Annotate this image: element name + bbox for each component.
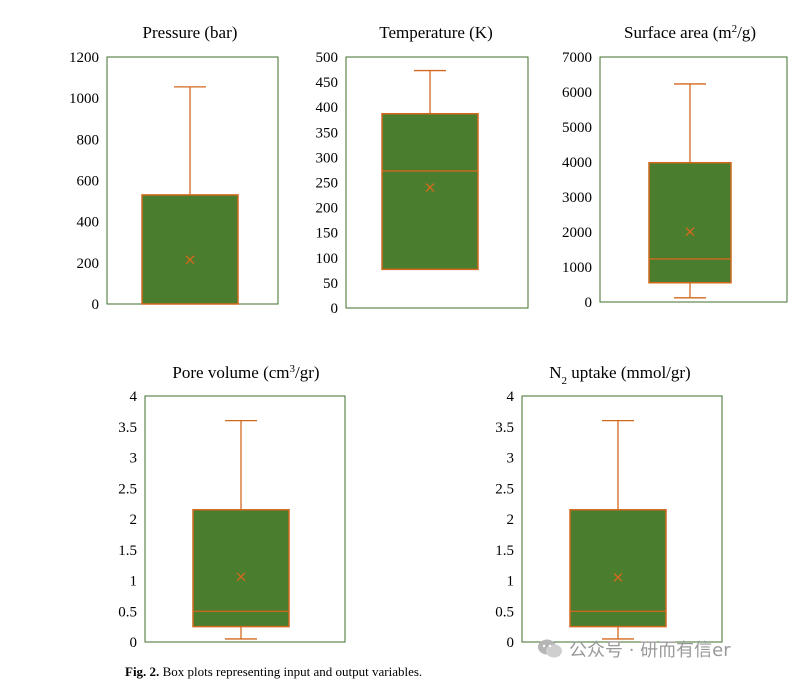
chart-panel-1: Pressure (bar) 0 200 400 600 800 1000 1200	[69, 23, 279, 313]
y-tick-label: 3.5	[495, 420, 514, 436]
y-tick-label: 1200	[69, 50, 99, 66]
chart-title-part: 2	[562, 375, 568, 387]
y-tick-label: 0	[130, 635, 138, 651]
iqr-box	[381, 112, 479, 271]
y-tick-label: 3.5	[118, 420, 137, 436]
y-tick-label: 250	[316, 176, 339, 192]
y-tick-label: 0.5	[118, 604, 137, 620]
y-tick-label: 300	[316, 150, 339, 166]
plot-frame	[345, 56, 529, 309]
y-tick-label: 200	[77, 256, 100, 272]
y-tick-label: 0	[92, 297, 100, 313]
y-tick-label: 1	[130, 574, 138, 590]
mean-marker	[236, 572, 246, 582]
y-tick-label: 2000	[562, 225, 592, 241]
caption-label: Fig. 2.	[125, 664, 160, 679]
y-tick-label: 2	[507, 512, 515, 528]
chart-title-part: uptake (mmol/gr)	[567, 363, 691, 382]
watermark-text: 公众号 · 研而有信er	[569, 640, 731, 661]
y-tick-label: 0	[331, 301, 339, 317]
y-tick-label: 100	[316, 251, 339, 267]
caption-text: Box plots representing input and output …	[162, 664, 423, 679]
y-tick-label: 2.5	[118, 481, 137, 497]
y-tick-label: 2.5	[495, 481, 514, 497]
chart-title: N2 uptake (mmol/gr)	[549, 363, 690, 387]
chart-title: Pressure (bar)	[143, 23, 238, 42]
iqr-box	[192, 509, 290, 628]
chart-title: Pore volume (cm3/gr)	[172, 363, 319, 382]
y-tick-label: 350	[316, 125, 339, 141]
wechat-logo-icon	[538, 639, 562, 658]
mean-marker	[613, 572, 623, 582]
y-tick-label: 5000	[562, 120, 592, 136]
y-tick-label: 3000	[562, 190, 592, 206]
chart-title-part: 2	[732, 23, 738, 35]
chart-title: Surface area (m2/g)	[624, 23, 756, 42]
y-tick-label: 600	[77, 174, 100, 190]
chart-title: Temperature (K)	[379, 23, 493, 42]
watermark: 公众号 · 研而有信er	[537, 636, 731, 662]
chart-title-part: /g)	[737, 23, 756, 42]
chart-title-part: Pore volume (cm	[172, 363, 289, 382]
mean-marker	[185, 255, 195, 265]
y-tick-label: 150	[316, 226, 339, 242]
y-tick-label: 800	[77, 132, 100, 148]
plot-frame	[144, 395, 346, 643]
y-tick-label: 7000	[562, 50, 592, 66]
plot-frame	[599, 56, 788, 303]
mean-marker	[685, 227, 695, 237]
y-tick-label: 200	[316, 201, 339, 217]
y-tick-label: 0	[585, 295, 593, 311]
y-tick-label: 1.5	[118, 543, 137, 559]
y-tick-label: 6000	[562, 85, 592, 101]
y-tick-label: 2	[130, 512, 138, 528]
iqr-box	[569, 509, 667, 628]
y-tick-label: 0	[507, 635, 515, 651]
iqr-box	[141, 194, 239, 305]
y-tick-label: 3	[507, 451, 515, 467]
figure-caption: Fig. 2. Box plots representing input and…	[125, 664, 422, 680]
y-tick-label: 4	[507, 389, 515, 405]
chart-panel-5: N2 uptake (mmol/gr)00.511.522.533.54	[495, 363, 723, 651]
y-tick-label: 50	[323, 276, 338, 292]
y-tick-label: 4000	[562, 155, 592, 171]
iqr-box	[648, 161, 732, 284]
y-tick-label: 400	[77, 215, 100, 231]
y-tick-label: 1000	[562, 260, 592, 276]
y-tick-label: 500	[316, 50, 339, 66]
y-tick-label: 4	[130, 389, 138, 405]
chart-title-part: /gr)	[295, 363, 320, 382]
chart-title-part: N	[549, 363, 561, 382]
y-tick-label: 1	[507, 574, 515, 590]
chart-title-part: Temperature (K)	[379, 23, 493, 42]
chart-panel-2: Temperature (K) 0 50 100 150 200 250 300 350 400 4…	[316, 23, 529, 317]
chart-title-part: Pressure (bar)	[143, 23, 238, 42]
y-tick-label: 400	[316, 100, 339, 116]
plot-frame	[521, 395, 723, 643]
y-tick-label: 1.5	[495, 543, 514, 559]
chart-title-part: Surface area (m	[624, 23, 732, 42]
chart-title-part: 3	[290, 363, 296, 375]
y-tick-label: 0.5	[495, 604, 514, 620]
chart-panel-3: Surface area (m2/g) 0 1000 2000 3000 4000 5000…	[562, 23, 788, 311]
chart-panel-4: Pore volume (cm3/gr)00.511.522.533.54	[118, 363, 346, 651]
y-tick-label: 3	[130, 451, 138, 467]
y-tick-label: 1000	[69, 91, 99, 107]
y-tick-label: 450	[316, 75, 339, 91]
mean-marker	[425, 183, 435, 193]
